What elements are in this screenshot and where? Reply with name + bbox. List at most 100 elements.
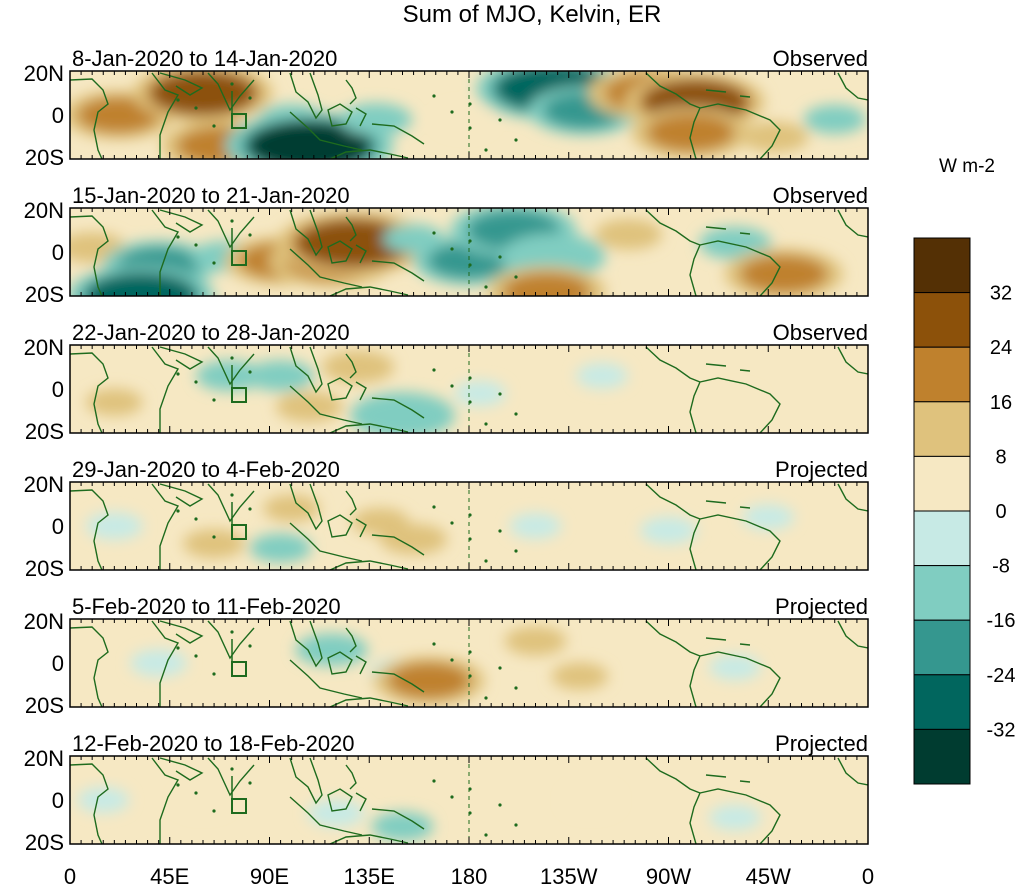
island-dot (484, 148, 488, 152)
coastline-path (705, 226, 751, 235)
coastline-path (289, 72, 323, 120)
lon-tick-label: 45W (746, 864, 791, 889)
anomaly-cell (514, 239, 593, 274)
panel-status: Projected (775, 594, 868, 619)
coastline-path (159, 72, 204, 96)
coastline-path (70, 215, 109, 296)
anomaly-cell (85, 388, 143, 416)
island-dot (498, 118, 502, 122)
coastline-path (329, 697, 409, 707)
island-dot (194, 517, 198, 521)
lon-tick-label: 180 (451, 864, 488, 889)
region-box (231, 798, 247, 814)
coastline-path (345, 764, 357, 790)
colorbar-segment (913, 728, 971, 785)
anomaly-cell (85, 512, 143, 540)
anomaly-cell (741, 121, 809, 153)
coastline-path (329, 149, 409, 159)
lat-tick-label: 0 (52, 651, 64, 676)
coastline-path (70, 78, 109, 159)
anomaly-cell (77, 96, 161, 134)
panel-status: Observed (773, 183, 868, 208)
colorbar-segment (913, 674, 971, 730)
coastline-path (207, 346, 255, 386)
anomaly-cell (183, 529, 246, 559)
anomaly-cell (387, 662, 471, 699)
island-dot (450, 384, 454, 388)
anomaly-field (70, 71, 868, 159)
panel-status: Observed (773, 46, 868, 71)
anomaly-cell (275, 391, 343, 422)
colorbar-segment (913, 237, 971, 294)
coastline-path (327, 377, 367, 401)
map-panel: 20N 0 20S 12-Feb-2020 to 18-Feb-2020 Project… (24, 731, 869, 855)
anomaly-cell (379, 523, 448, 555)
lon-tick-label: 0 (862, 864, 874, 889)
island-dot (498, 666, 502, 670)
island-dot (212, 398, 216, 402)
island-dot (212, 672, 216, 676)
coastlines (70, 620, 868, 707)
anomaly-cell (709, 654, 761, 681)
coastline-path (207, 757, 255, 797)
coastline-path (289, 111, 363, 151)
coastline-path (705, 89, 751, 98)
coastline-path (151, 620, 180, 707)
island-dot (514, 549, 518, 553)
island-dot (450, 247, 454, 251)
colorbar-tick-label: -24 (987, 665, 1016, 687)
island-dot (432, 642, 436, 646)
coastline-path (289, 209, 323, 257)
anomaly-cell (803, 104, 866, 134)
coastline-path (345, 216, 357, 242)
anomaly-cell (247, 120, 372, 159)
lat-tick-label: 20S (25, 145, 64, 170)
coastline-path (159, 346, 204, 370)
anomaly-cell (296, 219, 411, 267)
coastline-path (207, 209, 255, 249)
island-dot (230, 630, 234, 634)
panel-period: 5-Feb-2020 to 11-Feb-2020 (72, 594, 341, 619)
coastlines (70, 209, 868, 296)
colorbar-tick-label: 32 (990, 283, 1012, 305)
coastline-path (151, 209, 180, 296)
lat-tick-label: 20N (24, 198, 64, 223)
lat-tick-label: 20N (24, 61, 64, 86)
coastline-path (70, 352, 109, 433)
coastline-path (70, 763, 109, 844)
island-dot (248, 507, 252, 511)
lat-tick-label: 0 (52, 514, 64, 539)
anomaly-cell (371, 811, 434, 841)
island-dot (498, 803, 502, 807)
coastline-path (159, 757, 204, 781)
island-dot (176, 783, 180, 787)
anomaly-cell (509, 513, 562, 539)
colorbar-segment (913, 346, 971, 403)
anomaly-field (70, 345, 868, 433)
island-dot (484, 422, 488, 426)
anomaly-cell (263, 494, 321, 522)
island-dot (212, 535, 216, 539)
coastline-path (837, 346, 868, 375)
coastline-path (371, 808, 425, 830)
island-dot (432, 779, 436, 783)
island-dot (230, 356, 234, 360)
coastline-path (645, 72, 701, 109)
island-dot (498, 255, 502, 259)
lat-tick-label: 0 (52, 788, 64, 813)
coastline-path (689, 514, 781, 570)
colorbar-tick-label: -32 (987, 719, 1016, 741)
coastline-path (151, 346, 180, 433)
anomaly-cell (739, 255, 828, 293)
island-dot (194, 106, 198, 110)
coastline-path (327, 788, 367, 812)
colorbar-tick-label: 16 (990, 392, 1012, 414)
island-dot (484, 696, 488, 700)
anomaly-cell (307, 799, 365, 827)
island-dot (432, 231, 436, 235)
anomaly-cell (438, 106, 491, 133)
coastline-path (70, 626, 109, 707)
panel-period: 8-Jan-2020 to 14-Jan-2020 (72, 46, 337, 71)
lat-tick-label: 0 (52, 240, 64, 265)
colorbar-segment (913, 292, 971, 348)
